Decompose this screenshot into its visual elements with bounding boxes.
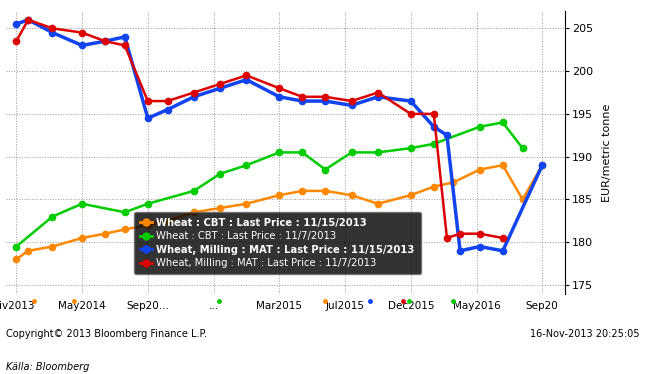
Text: Källa: Bloomberg: Källa: Bloomberg xyxy=(6,362,90,372)
Text: Copyright© 2013 Bloomberg Finance L.P.: Copyright© 2013 Bloomberg Finance L.P. xyxy=(6,329,207,338)
Text: 16-Nov-2013 20:25:05: 16-Nov-2013 20:25:05 xyxy=(530,329,640,338)
Y-axis label: EUR/metric tonne: EUR/metric tonne xyxy=(601,103,612,202)
Legend: Wheat : CBT : Last Price : 11/15/2013, Wheat : CBT : Last Price : 11/7/2013, Whe: Wheat : CBT : Last Price : 11/15/2013, W… xyxy=(134,212,421,275)
